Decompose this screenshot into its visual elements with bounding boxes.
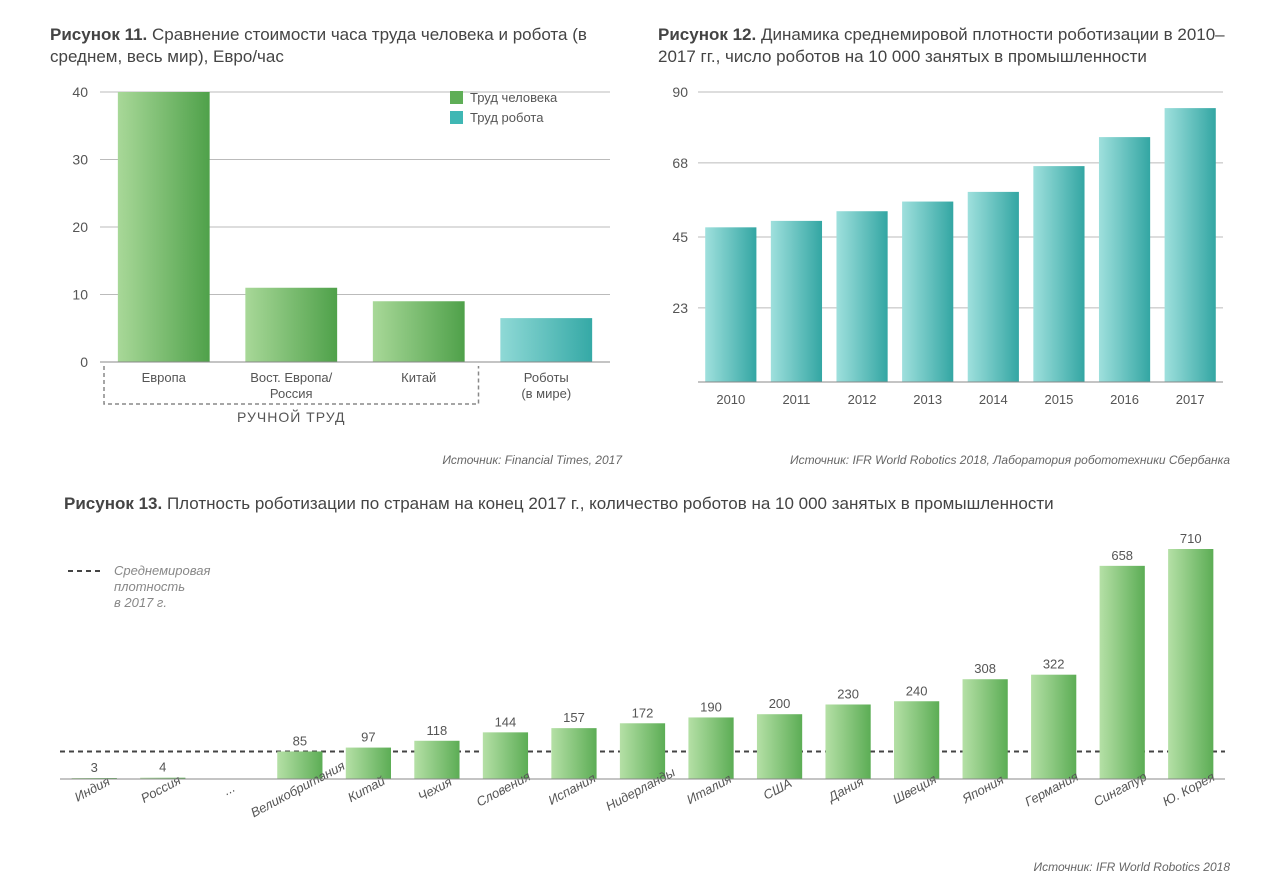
svg-text:в 2017 г.: в 2017 г. bbox=[114, 595, 167, 610]
svg-text:308: 308 bbox=[974, 662, 996, 677]
svg-text:118: 118 bbox=[427, 723, 448, 738]
chart12-panel: Рисунок 12. Динамика среднемировой плотн… bbox=[658, 24, 1230, 467]
svg-text:97: 97 bbox=[361, 730, 375, 745]
svg-text:Труд человека: Труд человека bbox=[470, 90, 558, 105]
svg-text:322: 322 bbox=[1043, 657, 1065, 672]
chart12-svg: 23 45 68 90 2010 2011 2012 2013 2014 2015 2016 2017 bbox=[658, 82, 1228, 442]
svg-text:144: 144 bbox=[495, 715, 517, 730]
svg-text:Роботы: Роботы bbox=[524, 370, 569, 385]
chart12-source: Источник: IFR World Robotics 2018, Лабор… bbox=[658, 453, 1230, 467]
svg-text:30: 30 bbox=[72, 152, 88, 168]
svg-text:2015: 2015 bbox=[1044, 392, 1073, 407]
svg-text:190: 190 bbox=[700, 700, 722, 715]
chart13-svg: 3Индия4Россия...85Великобритания97Китай1… bbox=[50, 529, 1230, 849]
svg-text:Среднемировая: Среднемировая bbox=[114, 563, 210, 578]
svg-text:157: 157 bbox=[563, 710, 585, 725]
svg-text:90: 90 bbox=[672, 84, 688, 100]
svg-text:23: 23 bbox=[672, 300, 688, 316]
svg-text:658: 658 bbox=[1111, 548, 1133, 563]
svg-text:...: ... bbox=[221, 780, 238, 798]
svg-text:4: 4 bbox=[159, 760, 166, 775]
chart11-svg: 0 10 20 30 40 Европа Вост. Европа/Россия Китай Р… bbox=[50, 82, 620, 442]
svg-text:Европа: Европа bbox=[142, 370, 187, 385]
svg-text:3: 3 bbox=[91, 760, 98, 775]
svg-text:Китай: Китай bbox=[401, 370, 436, 385]
svg-text:(в мире): (в мире) bbox=[521, 386, 571, 401]
svg-text:2017: 2017 bbox=[1176, 392, 1205, 407]
svg-text:2016: 2016 bbox=[1110, 392, 1139, 407]
svg-text:Россия: Россия bbox=[270, 386, 313, 401]
chart11-source: Источник: Financial Times, 2017 bbox=[50, 453, 622, 467]
svg-text:172: 172 bbox=[632, 706, 654, 721]
chart11-panel: Рисунок 11. Сравнение стоимости часа тру… bbox=[50, 24, 622, 467]
svg-text:40: 40 bbox=[72, 84, 88, 100]
svg-text:45: 45 bbox=[672, 229, 688, 245]
svg-text:240: 240 bbox=[906, 684, 928, 699]
chart12-title: Рисунок 12. Динамика среднемировой плотн… bbox=[658, 24, 1230, 68]
chart13-source: Источник: IFR World Robotics 2018 bbox=[50, 860, 1230, 874]
chart11-title: Рисунок 11. Сравнение стоимости часа тру… bbox=[50, 24, 622, 68]
svg-text:Труд робота: Труд робота bbox=[470, 110, 544, 125]
svg-text:2014: 2014 bbox=[979, 392, 1008, 407]
svg-text:РУЧНОЙ ТРУД: РУЧНОЙ ТРУД bbox=[237, 408, 346, 425]
svg-text:2013: 2013 bbox=[913, 392, 942, 407]
svg-text:плотность: плотность bbox=[114, 579, 185, 594]
svg-text:0: 0 bbox=[80, 354, 88, 370]
svg-text:230: 230 bbox=[837, 687, 859, 702]
svg-text:710: 710 bbox=[1180, 531, 1202, 546]
svg-text:Россия: Россия bbox=[138, 773, 183, 806]
svg-text:20: 20 bbox=[72, 219, 88, 235]
svg-text:85: 85 bbox=[293, 734, 307, 749]
svg-text:2011: 2011 bbox=[782, 392, 810, 407]
svg-text:200: 200 bbox=[769, 696, 791, 711]
svg-text:2010: 2010 bbox=[716, 392, 745, 407]
chart13-title: Рисунок 13. Плотность роботизации по стр… bbox=[64, 493, 1230, 515]
svg-text:68: 68 bbox=[672, 155, 688, 171]
svg-text:Вост. Европа/: Вост. Европа/ bbox=[250, 370, 332, 385]
svg-text:2012: 2012 bbox=[848, 392, 877, 407]
chart13-panel: Рисунок 13. Плотность роботизации по стр… bbox=[50, 493, 1230, 874]
svg-text:10: 10 bbox=[72, 287, 88, 303]
